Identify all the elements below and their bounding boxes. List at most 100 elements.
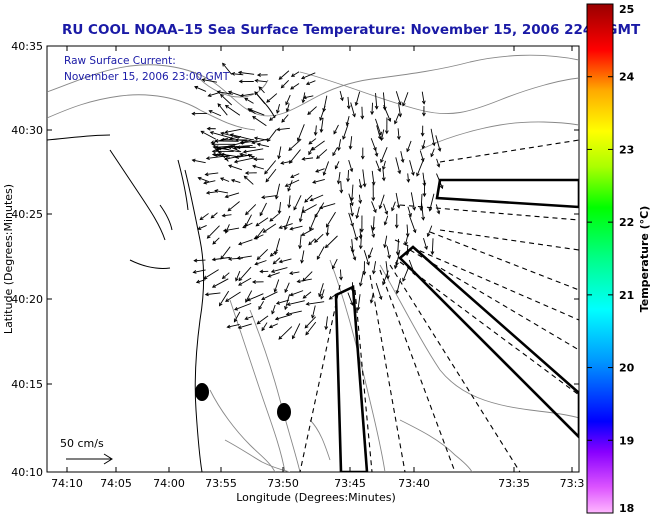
current-vector (374, 118, 382, 136)
current-vector (238, 277, 252, 286)
current-vector (193, 258, 206, 263)
current-vector (278, 258, 292, 264)
x-tick-label: 73:3 (560, 477, 585, 490)
current-vector (430, 148, 435, 158)
colorbar (586, 3, 614, 514)
current-vector (217, 103, 228, 116)
x-tick-label: 73:55 (205, 477, 237, 490)
current-vector (233, 145, 256, 150)
current-vector (302, 291, 312, 299)
current-vector (251, 280, 264, 284)
current-vector (301, 228, 315, 236)
current-vector (275, 299, 290, 305)
current-vector (308, 146, 314, 156)
current-vector (278, 326, 293, 340)
x-tick-label: 73:45 (334, 477, 366, 490)
current-vector (346, 96, 351, 110)
current-vector (225, 291, 241, 302)
current-vector (408, 215, 417, 234)
current-vector (381, 169, 386, 182)
current-vector (375, 283, 383, 301)
current-vector (298, 234, 302, 250)
current-vector (206, 225, 220, 239)
current-vector (197, 176, 210, 183)
current-vector (278, 223, 293, 229)
y-tick-label: 40:15 (11, 378, 43, 391)
current-vector (287, 195, 292, 209)
current-vector (320, 289, 325, 300)
current-vector (421, 106, 426, 117)
current-vector (391, 201, 396, 212)
current-vector (237, 70, 255, 75)
current-vector (244, 97, 254, 104)
current-vector (246, 293, 264, 302)
current-vector (349, 203, 354, 217)
y-tick-label: 40:10 (11, 466, 43, 479)
current-vector (304, 194, 313, 203)
current-vector (219, 93, 233, 106)
current-vector (276, 127, 290, 132)
colorbar-ticks: 25 24 23 22 21 20 19 18 (587, 3, 635, 515)
radar-coverage-lines (299, 139, 579, 472)
current-vector (221, 213, 232, 218)
current-vector (211, 256, 231, 262)
current-vector (242, 148, 264, 154)
current-vector (371, 201, 377, 214)
current-vector (256, 248, 269, 261)
scale-arrow (66, 453, 113, 465)
current-vector (318, 283, 324, 298)
current-vector (201, 78, 218, 83)
current-vector (214, 145, 236, 152)
colorbar-tick-label: 22 (619, 216, 634, 229)
current-vector (352, 225, 359, 241)
current-vector (370, 225, 376, 239)
current-vector (325, 211, 336, 228)
current-vector (406, 173, 411, 183)
current-vector (363, 250, 370, 266)
current-vector (360, 147, 365, 160)
colorbar-tick-label: 19 (619, 434, 634, 447)
current-vector (422, 180, 427, 198)
current-vector (211, 142, 236, 147)
colorbar-tick-label: 18 (619, 502, 634, 515)
current-vector (208, 109, 222, 117)
current-vector (238, 239, 253, 246)
current-vector (207, 92, 220, 98)
current-vector (281, 114, 289, 123)
current-vector (378, 194, 385, 210)
current-vector (386, 246, 391, 260)
y-tick-label: 40:30 (11, 124, 43, 137)
current-vector (308, 238, 316, 246)
current-vector (370, 102, 375, 116)
current-vector (342, 124, 349, 140)
current-vector (218, 290, 230, 307)
current-vector (236, 255, 252, 260)
current-vector (220, 131, 240, 139)
current-vector (191, 111, 207, 116)
current-vector (254, 260, 267, 266)
current-vector (286, 300, 305, 307)
current-vector (395, 192, 401, 209)
current-vector (301, 156, 314, 161)
current-vector (284, 282, 290, 294)
current-vector (406, 140, 412, 153)
current-vector (261, 291, 278, 301)
current-vector (231, 71, 244, 76)
current-vector (334, 161, 340, 170)
current-vector (262, 223, 277, 233)
current-vector (325, 225, 330, 237)
current-vector (230, 178, 241, 183)
current-vector (199, 213, 209, 221)
current-vector (289, 225, 303, 231)
current-vector (214, 189, 229, 194)
x-tick-label: 74:00 (153, 477, 185, 490)
current-vector (224, 192, 240, 199)
current-vector (355, 206, 360, 219)
current-vector (197, 224, 207, 230)
current-vector (394, 113, 400, 125)
current-vector (313, 125, 318, 137)
current-vector (359, 215, 364, 233)
current-vector (288, 149, 301, 164)
current-vector (255, 217, 269, 227)
